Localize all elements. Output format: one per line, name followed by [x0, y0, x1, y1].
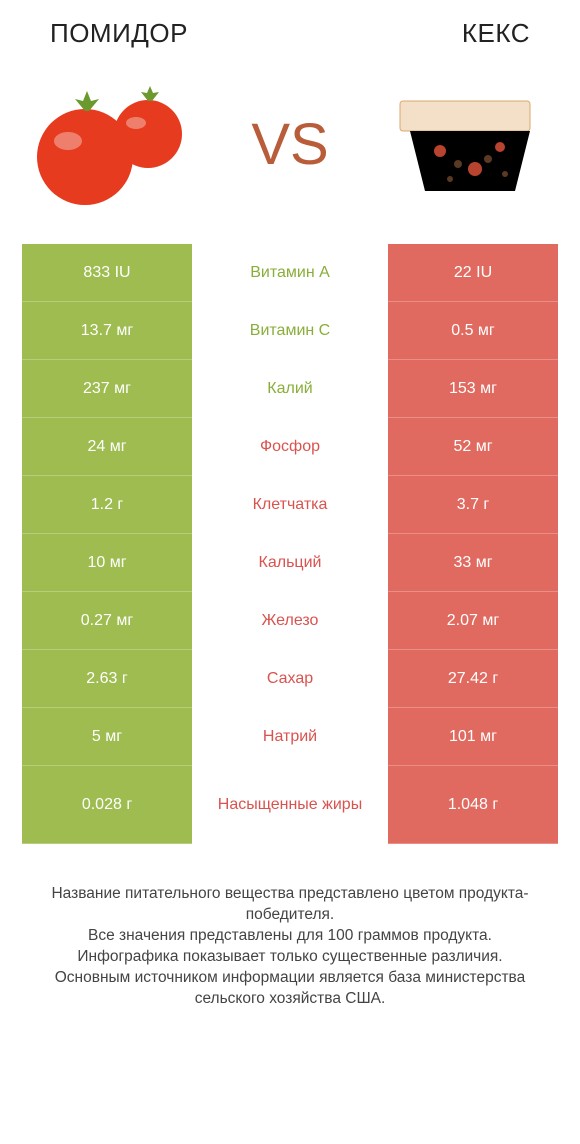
left-food-image — [30, 79, 200, 209]
right-value-cell: 22 IU — [388, 244, 558, 302]
left-value-cell: 833 IU — [22, 244, 192, 302]
tomato-icon — [30, 79, 200, 209]
nutrient-name-cell: Калий — [192, 360, 388, 418]
right-value-cell: 153 мг — [388, 360, 558, 418]
infographic-container: ПОМИДОР КЕКС VS — [0, 0, 580, 1010]
table-row: 5 мгНатрий101 мг — [22, 708, 558, 766]
nutrient-name-cell: Сахар — [192, 650, 388, 708]
comparison-table: 833 IUВитамин A22 IU13.7 мгВитамин C0.5 … — [0, 244, 580, 844]
fruitcake-icon — [380, 79, 550, 209]
table-row: 10 мгКальций33 мг — [22, 534, 558, 592]
footer-line: Инфографика показывает только существенн… — [30, 947, 550, 968]
left-value-cell: 2.63 г — [22, 650, 192, 708]
footer-line: Название питательного вещества представл… — [30, 884, 550, 926]
nutrient-name-cell: Кальций — [192, 534, 388, 592]
left-value-cell: 0.27 мг — [22, 592, 192, 650]
table-row: 0.028 гНасыщенные жиры1.048 г — [22, 766, 558, 844]
nutrient-name-cell: Железо — [192, 592, 388, 650]
left-value-cell: 5 мг — [22, 708, 192, 766]
right-food-image — [380, 79, 550, 209]
table-row: 1.2 гКлетчатка3.7 г — [22, 476, 558, 534]
right-value-cell: 2.07 мг — [388, 592, 558, 650]
vs-label: VS — [251, 111, 328, 178]
left-value-cell: 237 мг — [22, 360, 192, 418]
left-value-cell: 0.028 г — [22, 766, 192, 844]
right-value-cell: 0.5 мг — [388, 302, 558, 360]
left-value-cell: 1.2 г — [22, 476, 192, 534]
table-row: 24 мгФосфор52 мг — [22, 418, 558, 476]
vs-row: VS — [0, 49, 580, 244]
nutrient-name-cell: Витамин A — [192, 244, 388, 302]
right-food-title: КЕКС — [462, 18, 530, 49]
table-row: 0.27 мгЖелезо2.07 мг — [22, 592, 558, 650]
right-value-cell: 33 мг — [388, 534, 558, 592]
left-food-title: ПОМИДОР — [50, 18, 188, 49]
nutrient-name-cell: Натрий — [192, 708, 388, 766]
left-value-cell: 10 мг — [22, 534, 192, 592]
right-value-cell: 3.7 г — [388, 476, 558, 534]
table-row: 13.7 мгВитамин C0.5 мг — [22, 302, 558, 360]
nutrient-name-cell: Клетчатка — [192, 476, 388, 534]
nutrient-name-cell: Насыщенные жиры — [192, 766, 388, 844]
right-value-cell: 101 мг — [388, 708, 558, 766]
table-row: 237 мгКалий153 мг — [22, 360, 558, 418]
left-value-cell: 13.7 мг — [22, 302, 192, 360]
table-row: 2.63 гСахар27.42 г — [22, 650, 558, 708]
footer-line: Все значения представлены для 100 граммо… — [30, 926, 550, 947]
header-row: ПОМИДОР КЕКС — [0, 0, 580, 49]
right-value-cell: 1.048 г — [388, 766, 558, 844]
table-row: 833 IUВитамин A22 IU — [22, 244, 558, 302]
nutrient-name-cell: Витамин C — [192, 302, 388, 360]
footer-note: Название питательного вещества представл… — [0, 844, 580, 1010]
right-value-cell: 27.42 г — [388, 650, 558, 708]
right-value-cell: 52 мг — [388, 418, 558, 476]
left-value-cell: 24 мг — [22, 418, 192, 476]
nutrient-name-cell: Фосфор — [192, 418, 388, 476]
footer-line: Основным источником информации является … — [30, 968, 550, 1010]
